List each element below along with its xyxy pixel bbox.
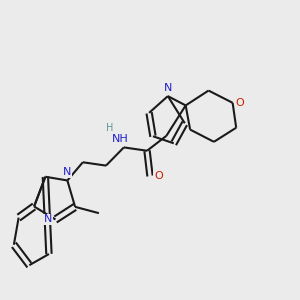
Text: NH: NH — [112, 134, 129, 144]
Text: O: O — [154, 171, 163, 181]
Text: N: N — [44, 214, 52, 224]
Text: O: O — [236, 98, 244, 108]
Text: N: N — [63, 167, 72, 177]
Text: H: H — [106, 123, 113, 133]
Text: N: N — [164, 83, 172, 93]
